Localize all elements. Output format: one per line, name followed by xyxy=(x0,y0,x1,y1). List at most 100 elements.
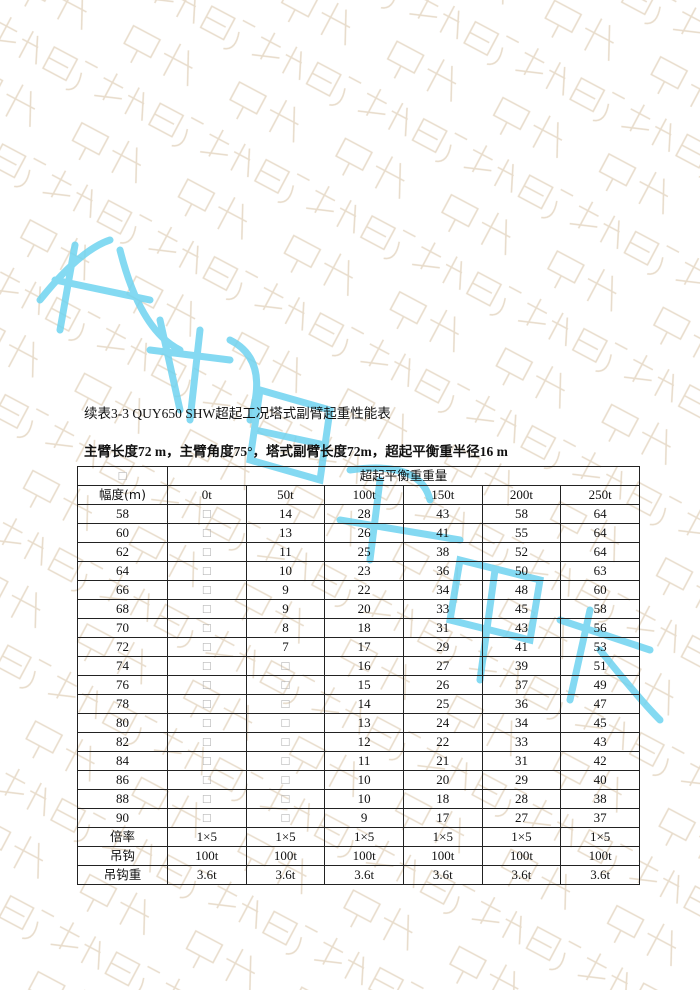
radius-cell: 64 xyxy=(77,561,168,581)
capacity-cell: □ xyxy=(167,599,247,619)
capacity-cell: 9 xyxy=(245,580,326,600)
capacity-cell: □ xyxy=(167,561,247,581)
footer-value-cell: 100t xyxy=(402,846,483,866)
footer-value-cell: 1×5 xyxy=(245,827,326,847)
capacity-cell: 63 xyxy=(560,561,640,581)
capacity-cell: 36 xyxy=(402,561,483,581)
radius-cell: 84 xyxy=(77,751,168,771)
capacity-cell: 25 xyxy=(324,542,404,562)
capacity-cell: 9 xyxy=(245,599,326,619)
capacity-cell: 18 xyxy=(324,618,404,638)
capacity-cell: 26 xyxy=(324,523,404,543)
capacity-cell: 13 xyxy=(324,713,404,733)
capacity-cell: 29 xyxy=(481,770,562,790)
capacity-cell: □ xyxy=(167,523,247,543)
capacity-cell: 31 xyxy=(402,618,483,638)
capacity-cell: 22 xyxy=(402,732,483,752)
radius-cell: 82 xyxy=(77,732,168,752)
footer-value-cell: 3.6t xyxy=(560,865,640,885)
capacity-cell: □ xyxy=(167,808,247,828)
capacity-cell: 43 xyxy=(481,618,562,638)
footer-value-cell: 1×5 xyxy=(560,827,640,847)
capacity-cell: 38 xyxy=(560,789,640,809)
column-header-cell: 50t xyxy=(245,485,326,505)
footer-value-cell: 1×5 xyxy=(481,827,562,847)
radius-cell: 68 xyxy=(77,599,168,619)
radius-cell: 76 xyxy=(77,675,168,695)
capacity-cell: 12 xyxy=(324,732,404,752)
capacity-cell: □ xyxy=(167,637,247,657)
radius-cell: 90 xyxy=(77,808,168,828)
capacity-cell: 17 xyxy=(324,637,404,657)
capacity-cell: 43 xyxy=(560,732,640,752)
capacity-cell: 41 xyxy=(402,523,483,543)
capacity-cell: 20 xyxy=(324,599,404,619)
capacity-cell: 11 xyxy=(324,751,404,771)
capacity-cell: □ xyxy=(167,675,247,695)
footer-value-cell: 3.6t xyxy=(481,865,562,885)
capacity-cell: 13 xyxy=(245,523,326,543)
radius-cell: 60 xyxy=(77,523,168,543)
table-subtitle: 主臂长度72 m，主臂角度75°，塔式副臂长度72m，超起平衡重半径16 m xyxy=(84,444,508,459)
footer-value-cell: 3.6t xyxy=(324,865,404,885)
capacity-cell: 40 xyxy=(560,770,640,790)
capacity-cell: □ xyxy=(167,542,247,562)
footer-value-cell: 100t xyxy=(560,846,640,866)
capacity-cell: 45 xyxy=(560,713,640,733)
capacity-cell: □ xyxy=(245,732,326,752)
capacity-cell: 37 xyxy=(481,675,562,695)
footer-row: 吊钩 100t 100t 100t 100t 100t 100t xyxy=(77,846,640,866)
capacity-cell: 34 xyxy=(402,580,483,600)
capacity-cell: □ xyxy=(245,770,326,790)
table-row: 58 □ 14 28 43 58 64 xyxy=(77,504,640,524)
footer-value-cell: 100t xyxy=(245,846,326,866)
group-header-row: □ 超起平衡重重量 xyxy=(77,466,640,486)
capacity-cell: □ xyxy=(167,713,247,733)
capacity-cell: 52 xyxy=(481,542,562,562)
column-header-cell: 250t xyxy=(560,485,640,505)
capacity-cell: 64 xyxy=(560,542,640,562)
capacity-cell: 27 xyxy=(481,808,562,828)
radius-cell: 86 xyxy=(77,770,168,790)
capacity-cell: □ xyxy=(167,732,247,752)
footer-row: 倍率 1×5 1×5 1×5 1×5 1×5 1×5 xyxy=(77,827,640,847)
table-row: 68 □ 9 20 33 45 58 xyxy=(77,599,640,619)
capacity-cell: 37 xyxy=(560,808,640,828)
radius-cell: 70 xyxy=(77,618,168,638)
table-row: 66 □ 9 22 34 48 60 xyxy=(77,580,640,600)
capacity-cell: 8 xyxy=(245,618,326,638)
table-row: 80 □ □ 13 24 34 45 xyxy=(77,713,640,733)
table-row: 70 □ 8 18 31 43 56 xyxy=(77,618,640,638)
radius-cell: 88 xyxy=(77,789,168,809)
capacity-cell: 45 xyxy=(481,599,562,619)
table-row: 86 □ □ 10 20 29 40 xyxy=(77,770,640,790)
capacity-cell: 16 xyxy=(324,656,404,676)
footer-value-cell: 100t xyxy=(324,846,404,866)
capacity-cell: 64 xyxy=(560,504,640,524)
capacity-cell: 28 xyxy=(481,789,562,809)
capacity-cell: 28 xyxy=(324,504,404,524)
capacity-cell: 9 xyxy=(324,808,404,828)
table-row: 90 □ □ 9 17 27 37 xyxy=(77,808,640,828)
radius-cell: 72 xyxy=(77,637,168,657)
capacity-cell: 14 xyxy=(324,694,404,714)
radius-cell: 58 xyxy=(77,504,168,524)
capacity-cell: 20 xyxy=(402,770,483,790)
table-row: 62 □ 11 25 38 52 64 xyxy=(77,542,640,562)
footer-value-cell: 1×5 xyxy=(324,827,404,847)
capacity-cell: 27 xyxy=(402,656,483,676)
capacity-cell: 21 xyxy=(402,751,483,771)
capacity-cell: 29 xyxy=(402,637,483,657)
footer-value-cell: 1×5 xyxy=(167,827,247,847)
capacity-cell: 33 xyxy=(402,599,483,619)
capacity-cell: 10 xyxy=(324,770,404,790)
capacity-cell: □ xyxy=(167,504,247,524)
capacity-cell: 15 xyxy=(324,675,404,695)
capacity-cell: 11 xyxy=(245,542,326,562)
load-chart-table: □ 超起平衡重重量 幅度(m) 0t 50t 100t 150t 200t 250t 58 □ 14 2… xyxy=(77,466,640,885)
capacity-cell: □ xyxy=(167,618,247,638)
capacity-cell: 26 xyxy=(402,675,483,695)
capacity-cell: 58 xyxy=(481,504,562,524)
capacity-cell: 64 xyxy=(560,523,640,543)
capacity-cell: □ xyxy=(245,694,326,714)
